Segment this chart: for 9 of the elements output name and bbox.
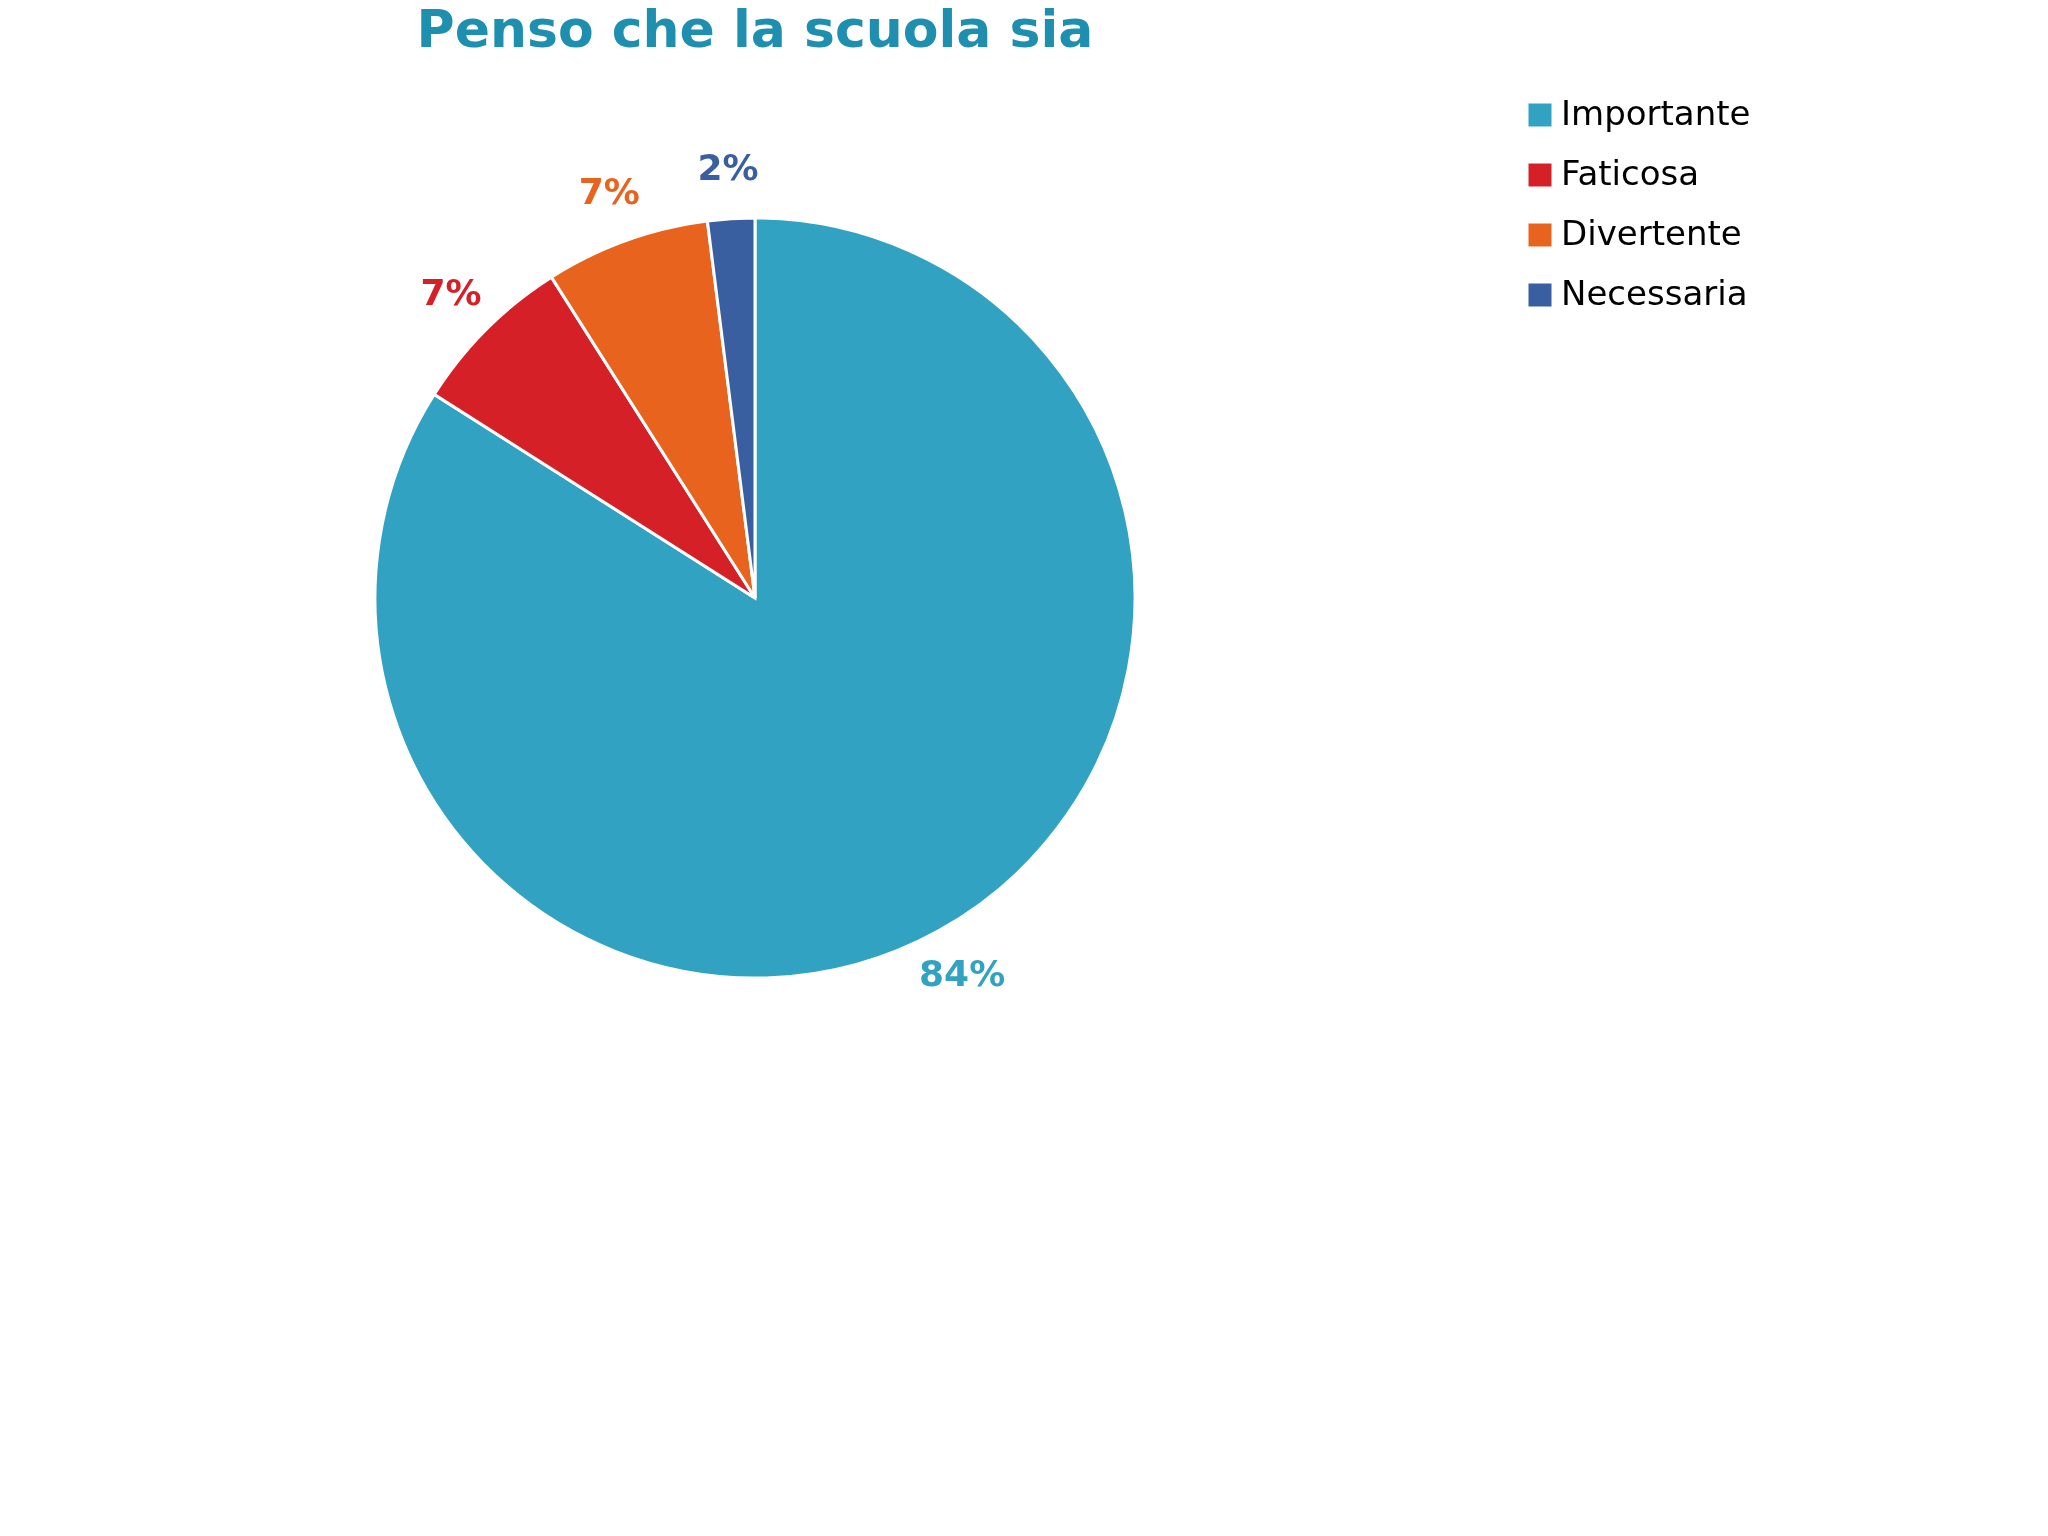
legend-label: Faticosa (1561, 153, 1700, 193)
legend-label: Importante (1561, 93, 1751, 133)
data-label: 2% (697, 146, 759, 188)
data-label: 84% (919, 952, 1006, 994)
data-label: 7% (578, 171, 640, 213)
chart-title: Penso che la scuola sia (416, 0, 1094, 59)
legend-label: Divertente (1561, 213, 1742, 253)
data-label: 7% (420, 271, 482, 313)
legend-label: Necessaria (1561, 273, 1748, 313)
